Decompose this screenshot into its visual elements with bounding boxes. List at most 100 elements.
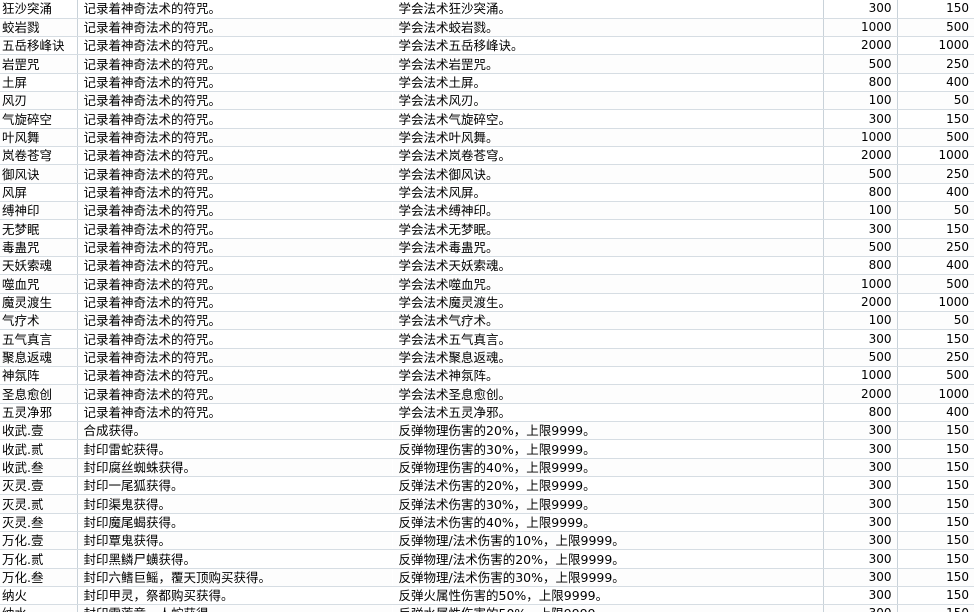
cell-price-secondary[interactable]: 50 xyxy=(897,311,974,331)
table-row[interactable]: 毒蛊咒 记录着神奇法术的符咒。 学会法术毒蛊咒。 500 250 xyxy=(0,238,974,258)
cell-item-effect[interactable]: 学会法术神氛阵。 xyxy=(392,366,824,386)
cell-item-description[interactable]: 封印雪莲童、人蛇获得。 xyxy=(77,604,392,612)
table-row[interactable]: 魔灵渡生 记录着神奇法术的符咒。 学会法术魔灵渡生。 2000 1000 xyxy=(0,293,974,313)
cell-item-name[interactable]: 纳火 xyxy=(0,586,78,606)
table-row[interactable]: 灭灵.贰 封印渠鬼获得。 反弹法术伤害的30%，上限9999。 300 150 xyxy=(0,494,974,514)
cell-price-primary[interactable]: 300 xyxy=(823,458,898,478)
cell-price-primary[interactable]: 800 xyxy=(823,73,898,93)
cell-item-name[interactable]: 土屏 xyxy=(0,73,78,93)
cell-item-description[interactable]: 记录着神奇法术的符咒。 xyxy=(77,293,392,313)
cell-price-primary[interactable]: 1000 xyxy=(823,366,898,386)
cell-item-description[interactable]: 记录着神奇法术的符咒。 xyxy=(77,18,392,38)
cell-price-secondary[interactable]: 1000 xyxy=(897,36,974,56)
cell-price-secondary[interactable]: 150 xyxy=(897,439,974,459)
cell-item-effect[interactable]: 学会法术聚息返魂。 xyxy=(392,348,824,368)
table-row[interactable]: 收武.贰 封印雷蛇获得。 反弹物理伤害的30%，上限9999。 300 150 xyxy=(0,439,974,459)
cell-price-primary[interactable]: 300 xyxy=(823,604,898,612)
table-row[interactable]: 万化.贰 封印黑鳞尸蟥获得。 反弹物理/法术伤害的20%，上限9999。 300 150 xyxy=(0,549,974,569)
cell-price-primary[interactable]: 800 xyxy=(823,403,898,423)
cell-item-description[interactable]: 封印六鳍巨鳐，覆天顶购买获得。 xyxy=(77,568,392,588)
cell-item-description[interactable]: 记录着神奇法术的符咒。 xyxy=(77,311,392,331)
cell-item-name[interactable]: 噬血咒 xyxy=(0,274,78,294)
cell-item-description[interactable]: 记录着神奇法术的符咒。 xyxy=(77,238,392,258)
cell-item-name[interactable]: 收武.贰 xyxy=(0,439,78,459)
cell-item-description[interactable]: 记录着神奇法术的符咒。 xyxy=(77,0,392,19)
cell-item-effect[interactable]: 反弹物理/法术伤害的20%，上限9999。 xyxy=(392,549,824,569)
cell-price-secondary[interactable]: 500 xyxy=(897,274,974,294)
cell-item-effect[interactable]: 学会法术土屏。 xyxy=(392,73,824,93)
cell-price-primary[interactable]: 300 xyxy=(823,421,898,441)
cell-item-effect[interactable]: 学会法术气疗术。 xyxy=(392,311,824,331)
cell-item-effect[interactable]: 学会法术风屏。 xyxy=(392,183,824,203)
cell-price-secondary[interactable]: 50 xyxy=(897,91,974,111)
cell-item-effect[interactable]: 学会法术五岳移峰诀。 xyxy=(392,36,824,56)
table-row[interactable]: 噬血咒 记录着神奇法术的符咒。 学会法术噬血咒。 1000 500 xyxy=(0,274,974,294)
cell-item-effect[interactable]: 学会法术气旋碎空。 xyxy=(392,109,824,129)
cell-price-primary[interactable]: 300 xyxy=(823,568,898,588)
cell-price-primary[interactable]: 300 xyxy=(823,586,898,606)
cell-price-primary[interactable]: 300 xyxy=(823,0,898,19)
cell-item-description[interactable]: 记录着神奇法术的符咒。 xyxy=(77,164,392,184)
cell-price-secondary[interactable]: 400 xyxy=(897,403,974,423)
cell-item-description[interactable]: 记录着神奇法术的符咒。 xyxy=(77,54,392,74)
cell-item-name[interactable]: 灭灵.贰 xyxy=(0,494,78,514)
cell-item-effect[interactable]: 学会法术五灵净邪。 xyxy=(392,403,824,423)
cell-item-effect[interactable]: 反弹火属性伤害的50%，上限9999。 xyxy=(392,586,824,606)
table-row[interactable]: 神氛阵 记录着神奇法术的符咒。 学会法术神氛阵。 1000 500 xyxy=(0,366,974,386)
cell-item-name[interactable]: 无梦眠 xyxy=(0,219,78,239)
cell-item-name[interactable]: 聚息返魂 xyxy=(0,348,78,368)
cell-price-primary[interactable]: 500 xyxy=(823,164,898,184)
table-row[interactable]: 无梦眠 记录着神奇法术的符咒。 学会法术无梦眠。 300 150 xyxy=(0,219,974,239)
cell-price-primary[interactable]: 300 xyxy=(823,476,898,496)
cell-item-description[interactable]: 记录着神奇法术的符咒。 xyxy=(77,183,392,203)
cell-price-secondary[interactable]: 500 xyxy=(897,18,974,38)
cell-item-effect[interactable]: 反弹物理伤害的40%，上限9999。 xyxy=(392,458,824,478)
table-row[interactable]: 五气真言 记录着神奇法术的符咒。 学会法术五气真言。 300 150 xyxy=(0,329,974,349)
cell-item-name[interactable]: 风刃 xyxy=(0,91,78,111)
cell-item-effect[interactable]: 学会法术叶风舞。 xyxy=(392,128,824,148)
cell-price-secondary[interactable]: 150 xyxy=(897,476,974,496)
table-row[interactable]: 灭灵.叁 封印魔尾蝎获得。 反弹法术伤害的40%，上限9999。 300 150 xyxy=(0,513,974,533)
cell-price-secondary[interactable]: 500 xyxy=(897,128,974,148)
cell-price-secondary[interactable]: 150 xyxy=(897,458,974,478)
cell-price-primary[interactable]: 1000 xyxy=(823,128,898,148)
cell-item-description[interactable]: 记录着神奇法术的符咒。 xyxy=(77,146,392,166)
cell-price-primary[interactable]: 300 xyxy=(823,494,898,514)
table-row[interactable]: 五岳移峰诀 记录着神奇法术的符咒。 学会法术五岳移峰诀。 2000 1000 xyxy=(0,36,974,56)
cell-item-name[interactable]: 灭灵.壹 xyxy=(0,476,78,496)
cell-item-effect[interactable]: 学会法术缚神印。 xyxy=(392,201,824,221)
cell-item-name[interactable]: 魔灵渡生 xyxy=(0,293,78,313)
cell-price-secondary[interactable]: 1000 xyxy=(897,293,974,313)
cell-price-secondary[interactable]: 1000 xyxy=(897,146,974,166)
cell-item-name[interactable]: 岩罡咒 xyxy=(0,54,78,74)
cell-item-effect[interactable]: 学会法术风刃。 xyxy=(392,91,824,111)
cell-price-secondary[interactable]: 500 xyxy=(897,366,974,386)
table-row[interactable]: 土屏 记录着神奇法术的符咒。 学会法术土屏。 800 400 xyxy=(0,73,974,93)
cell-item-description[interactable]: 记录着神奇法术的符咒。 xyxy=(77,36,392,56)
cell-item-effect[interactable]: 学会法术圣息愈创。 xyxy=(392,384,824,404)
table-row[interactable]: 气疗术 记录着神奇法术的符咒。 学会法术气疗术。 100 50 xyxy=(0,311,974,331)
cell-price-primary[interactable]: 500 xyxy=(823,54,898,74)
cell-price-secondary[interactable]: 150 xyxy=(897,531,974,551)
cell-item-name[interactable]: 蛟岩戮 xyxy=(0,18,78,38)
cell-price-primary[interactable]: 300 xyxy=(823,329,898,349)
cell-item-effect[interactable]: 学会法术御风诀。 xyxy=(392,164,824,184)
cell-item-description[interactable]: 记录着神奇法术的符咒。 xyxy=(77,274,392,294)
cell-price-secondary[interactable]: 250 xyxy=(897,238,974,258)
cell-price-secondary[interactable]: 150 xyxy=(897,513,974,533)
cell-item-effect[interactable]: 学会法术噬血咒。 xyxy=(392,274,824,294)
cell-item-effect[interactable]: 学会法术五气真言。 xyxy=(392,329,824,349)
cell-price-secondary[interactable]: 150 xyxy=(897,604,974,612)
cell-item-effect[interactable]: 反弹法术伤害的20%，上限9999。 xyxy=(392,476,824,496)
cell-price-primary[interactable]: 300 xyxy=(823,549,898,569)
cell-item-name[interactable]: 纳水 xyxy=(0,604,78,612)
cell-item-name[interactable]: 叶风舞 xyxy=(0,128,78,148)
cell-price-secondary[interactable]: 150 xyxy=(897,329,974,349)
cell-price-secondary[interactable]: 250 xyxy=(897,348,974,368)
cell-item-description[interactable]: 记录着神奇法术的符咒。 xyxy=(77,329,392,349)
cell-price-secondary[interactable]: 400 xyxy=(897,256,974,276)
cell-item-description[interactable]: 记录着神奇法术的符咒。 xyxy=(77,384,392,404)
cell-price-primary[interactable]: 800 xyxy=(823,256,898,276)
